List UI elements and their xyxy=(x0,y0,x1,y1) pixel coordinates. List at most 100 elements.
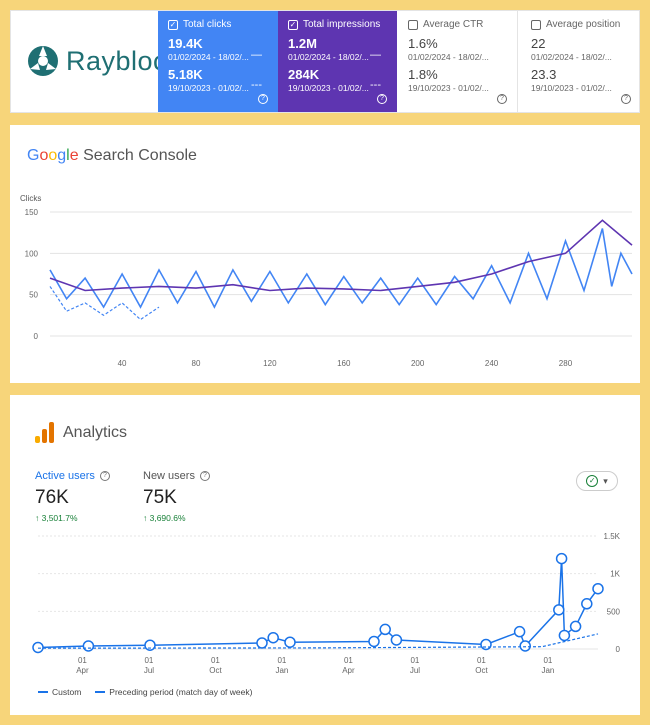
x-tick-day: 01 xyxy=(144,656,153,665)
x-tick-day: 01 xyxy=(477,656,486,665)
kpi-label: Active users xyxy=(35,470,95,482)
kpi-active-users[interactable]: Active users? 76K ↑ 3,501.7% xyxy=(35,470,110,523)
checkbox-icon[interactable]: ✓ xyxy=(288,19,298,30)
series-line xyxy=(49,219,633,292)
users-chart: 05001K1.5K01Apr01Jul01Oct01Jan01Apr01Jul… xyxy=(32,532,621,675)
legend-custom: Custom xyxy=(38,687,81,697)
search-console-panel: Google Search Console Clicks 0 50 100 150 40 8… xyxy=(10,125,640,383)
checkbox-icon[interactable] xyxy=(531,19,541,30)
solid-line-icon: — xyxy=(251,49,262,61)
y-tick-label: 500 xyxy=(607,607,621,616)
data-point xyxy=(555,552,568,565)
data-point xyxy=(558,629,571,642)
dashed-line-icon: --- xyxy=(251,79,262,91)
chart-legend: Custom Preceding period (match day of we… xyxy=(38,687,252,697)
series-line xyxy=(37,558,599,649)
brand-logo: Raybloc xyxy=(26,44,167,78)
data-point xyxy=(581,598,593,610)
y-tick-label: 50 xyxy=(29,291,38,300)
help-icon[interactable]: ? xyxy=(621,94,631,104)
series-line xyxy=(49,228,633,309)
metric-total-clicks[interactable]: ✓ Total clicks 19.4K — 01/02/2024 - 18/02… xyxy=(158,11,278,112)
data-point xyxy=(480,638,492,651)
metric-label: Average position xyxy=(546,19,621,30)
x-tick-month: Jan xyxy=(275,666,288,675)
data-point xyxy=(368,635,380,648)
metric-previous-range: 19/10/2023 - 01/02/... xyxy=(531,83,612,93)
x-tick-month: Oct xyxy=(475,666,488,675)
kpi-new-users[interactable]: New users? 75K ↑ 3,690.6% xyxy=(143,470,210,523)
y-tick-label: 0 xyxy=(616,645,621,654)
metric-average-position[interactable]: Average position 22 01/02/2024 - 18/02/.… xyxy=(521,11,641,112)
data-point xyxy=(592,582,604,595)
data-point xyxy=(284,636,296,648)
x-tick-month: Apr xyxy=(76,666,89,675)
metric-previous-range: 19/10/2023 - 01/02/... xyxy=(408,83,489,93)
x-tick-day: 01 xyxy=(344,656,353,665)
series-line xyxy=(37,633,599,649)
metric-current-value: 1.6% xyxy=(408,36,438,51)
solid-line-icon: — xyxy=(370,49,381,61)
data-point xyxy=(390,634,403,646)
metrics-bar: Raybloc ✓ Total clicks 19.4K — 01/02/2024… xyxy=(10,10,640,113)
x-tick-day: 01 xyxy=(410,656,419,665)
y-tick-label: 1.5K xyxy=(604,532,621,541)
metric-label: Total impressions xyxy=(303,19,381,30)
x-tick-label: 280 xyxy=(559,359,573,368)
data-point xyxy=(144,639,156,651)
analytics-title: Analytics xyxy=(35,422,127,443)
compare-toggle-button[interactable]: ✓ ▾ xyxy=(576,471,618,491)
metric-previous-value: 5.18K xyxy=(168,67,203,82)
checkbox-icon[interactable]: ✓ xyxy=(168,19,178,30)
metric-current-range: 01/02/2024 - 18/02/... xyxy=(531,52,612,62)
x-tick-month: Jul xyxy=(410,666,420,675)
data-point xyxy=(553,604,565,616)
x-tick-label: 160 xyxy=(337,359,351,368)
x-tick-month: Jul xyxy=(144,666,154,675)
search-console-title: Google Search Console xyxy=(27,147,197,164)
help-icon[interactable]: ? xyxy=(377,94,387,104)
x-tick-label: 200 xyxy=(411,359,425,368)
metric-current-value: 19.4K xyxy=(168,36,203,51)
kpi-change: ↑ 3,501.7% xyxy=(35,513,78,523)
data-point xyxy=(379,623,391,636)
metric-previous-value: 1.8% xyxy=(408,67,438,82)
legend-preceding: Preceding period (match day of week) xyxy=(95,687,252,697)
metric-current-range: 01/02/2024 - 18/02/... xyxy=(168,52,249,62)
kpi-value: 76K xyxy=(35,487,69,508)
metric-average-ctr[interactable]: Average CTR 1.6% 01/02/2024 - 18/02/... … xyxy=(398,11,518,112)
data-point xyxy=(569,620,582,633)
help-icon[interactable]: ? xyxy=(99,471,110,481)
analytics-panel: Analytics Active users? 76K ↑ 3,501.7% N… xyxy=(10,395,640,715)
data-point xyxy=(519,640,531,652)
data-point xyxy=(82,640,95,652)
metric-label: Average CTR xyxy=(423,19,484,30)
metric-current-range: 01/02/2024 - 18/02/... xyxy=(408,52,489,62)
kpi-change: ↑ 3,690.6% xyxy=(143,513,186,523)
x-tick-month: Apr xyxy=(342,666,355,675)
y-axis-label: Clicks xyxy=(20,194,41,203)
data-point xyxy=(267,631,279,644)
dashed-line-icon: --- xyxy=(370,79,381,91)
x-tick-day: 01 xyxy=(543,656,552,665)
metric-current-value: 1.2M xyxy=(288,36,317,51)
x-tick-day: 01 xyxy=(211,656,220,665)
help-icon[interactable]: ? xyxy=(497,94,507,104)
analytics-logo-icon xyxy=(35,422,54,443)
x-tick-month: Oct xyxy=(209,666,222,675)
x-tick-label: 120 xyxy=(263,359,277,368)
help-icon[interactable]: ? xyxy=(258,94,268,104)
data-point xyxy=(513,625,526,638)
x-tick-day: 01 xyxy=(277,656,286,665)
metric-total-impressions[interactable]: ✓ Total impressions 1.2M — 01/02/2024 - 1… xyxy=(278,11,397,112)
checkbox-icon[interactable] xyxy=(408,19,418,30)
brand-name: Raybloc xyxy=(66,45,168,76)
series-line xyxy=(49,286,160,321)
metric-current-value: 22 xyxy=(531,36,546,51)
help-icon[interactable]: ? xyxy=(199,471,210,481)
clicks-chart: Clicks 0 50 100 150 40 80 120 160 200 240 280 xyxy=(20,194,633,368)
chevron-down-icon: ▾ xyxy=(603,475,608,486)
kpi-label: New users xyxy=(143,470,195,482)
x-tick-month: Jan xyxy=(541,666,554,675)
check-circle-icon: ✓ xyxy=(586,475,599,487)
